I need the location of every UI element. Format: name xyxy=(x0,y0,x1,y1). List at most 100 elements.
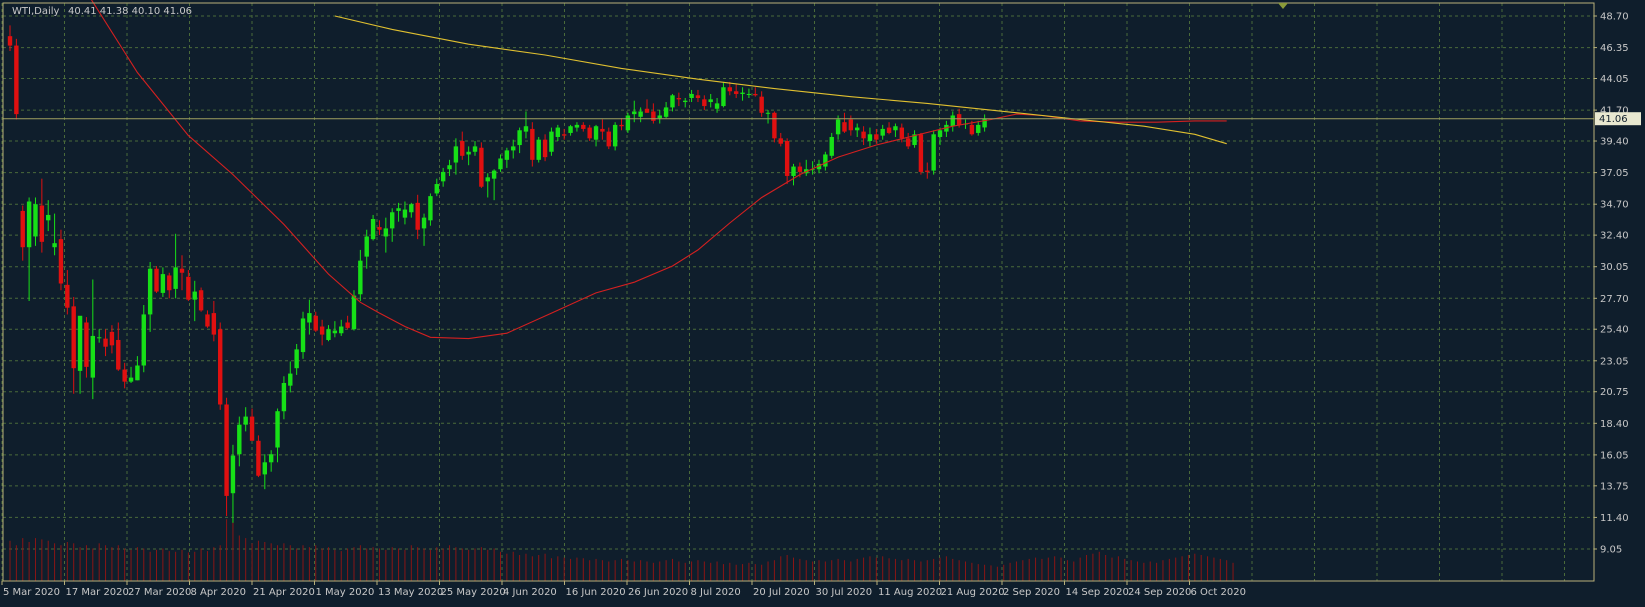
candle-body xyxy=(612,124,618,147)
time-tick-label: 16 Jun 2020 xyxy=(566,587,626,598)
candle-body xyxy=(511,146,516,151)
candle xyxy=(612,122,618,151)
candle-body xyxy=(867,134,873,142)
candle-body xyxy=(192,291,197,300)
candle xyxy=(33,197,38,246)
candle xyxy=(135,356,140,381)
candle-body xyxy=(377,227,382,230)
candle-body xyxy=(96,337,102,339)
candle-body xyxy=(797,166,803,172)
shift-marker-icon[interactable] xyxy=(1278,3,1288,9)
symbol-label: WTI,Daily xyxy=(12,6,60,17)
candle-body xyxy=(536,139,541,160)
time-tick-label: 13 May 2020 xyxy=(378,587,443,598)
candle xyxy=(466,146,471,166)
price-tick-label: 27.70 xyxy=(1600,294,1629,305)
candle-body xyxy=(893,126,898,131)
candle-body xyxy=(816,163,822,170)
time-tick-label: 1 May 2020 xyxy=(316,587,375,598)
candle xyxy=(874,128,879,144)
candle xyxy=(791,163,796,186)
candle-body xyxy=(14,45,19,115)
candle xyxy=(950,111,955,132)
candle-body xyxy=(676,98,682,100)
candle xyxy=(530,122,535,167)
candle-body xyxy=(740,92,745,94)
time-tick-label: 21 Aug 2020 xyxy=(941,587,1005,598)
candle-body xyxy=(581,124,586,129)
candle xyxy=(727,81,733,96)
candle-body xyxy=(689,93,694,98)
candle xyxy=(918,132,924,175)
candle xyxy=(339,319,344,336)
candle xyxy=(593,124,599,147)
candle xyxy=(230,444,236,523)
candle-body xyxy=(440,171,446,182)
candle-body xyxy=(491,170,497,179)
candle-body xyxy=(593,126,599,140)
time-tick-label: 25 May 2020 xyxy=(441,587,506,598)
candle xyxy=(109,325,115,354)
candle-body xyxy=(606,131,611,147)
candle-body xyxy=(746,93,752,95)
candle-body xyxy=(313,315,318,331)
candle xyxy=(116,322,121,371)
candle xyxy=(268,450,274,472)
candle xyxy=(893,123,898,137)
candle-body xyxy=(466,151,471,155)
candle xyxy=(925,162,930,179)
price-tick-label: 23.05 xyxy=(1600,356,1629,367)
candle xyxy=(778,132,783,147)
time-tick-label: 2 Sep 2020 xyxy=(1003,587,1060,598)
candle-body xyxy=(791,166,796,176)
price-axis[interactable]: 48.70 46.35 44.05 41.70 39.40 37.05 34.70 32.40… xyxy=(1594,12,1629,556)
candle-body xyxy=(542,139,548,158)
candle-body xyxy=(84,322,89,367)
candle xyxy=(784,138,790,185)
candle xyxy=(517,127,522,154)
price-tick-label: 9.05 xyxy=(1600,545,1622,556)
candle-body xyxy=(351,295,357,330)
candle-body xyxy=(663,107,669,117)
candle-body xyxy=(230,455,236,494)
candle xyxy=(141,305,146,373)
candle-body xyxy=(600,128,605,132)
candle xyxy=(702,95,707,111)
candle-body xyxy=(842,122,847,132)
candle-body xyxy=(670,95,675,108)
candle-body xyxy=(810,169,815,171)
candle-body xyxy=(160,274,166,293)
candle xyxy=(7,25,13,51)
time-axis[interactable]: 5 Mar 2020 17 Mar 2020 27 Mar 2020 8 Apr 20… xyxy=(1,581,1246,598)
time-tick-label: 27 Mar 2020 xyxy=(128,587,191,598)
candle-body xyxy=(345,322,350,328)
candle-body xyxy=(587,127,592,139)
candle xyxy=(147,262,153,332)
candle-body xyxy=(937,130,943,137)
candle-body xyxy=(918,134,924,172)
candle-body xyxy=(26,201,32,248)
candle-body xyxy=(198,290,204,311)
candle xyxy=(823,151,828,171)
candle xyxy=(931,130,936,175)
candle xyxy=(479,142,484,189)
candle xyxy=(192,280,197,322)
candle xyxy=(211,300,217,342)
candle-body xyxy=(568,126,573,133)
candle-body xyxy=(708,99,713,103)
candle xyxy=(912,130,917,148)
candle-body xyxy=(625,115,631,131)
candle-body xyxy=(339,326,344,334)
candle xyxy=(122,362,127,389)
candle-body xyxy=(695,95,701,98)
candle xyxy=(440,167,446,187)
candle xyxy=(224,397,229,517)
candle xyxy=(810,161,815,175)
candle xyxy=(651,103,656,124)
candle xyxy=(523,111,529,139)
candle xyxy=(460,131,465,160)
candle xyxy=(14,38,19,120)
candle xyxy=(249,408,255,441)
